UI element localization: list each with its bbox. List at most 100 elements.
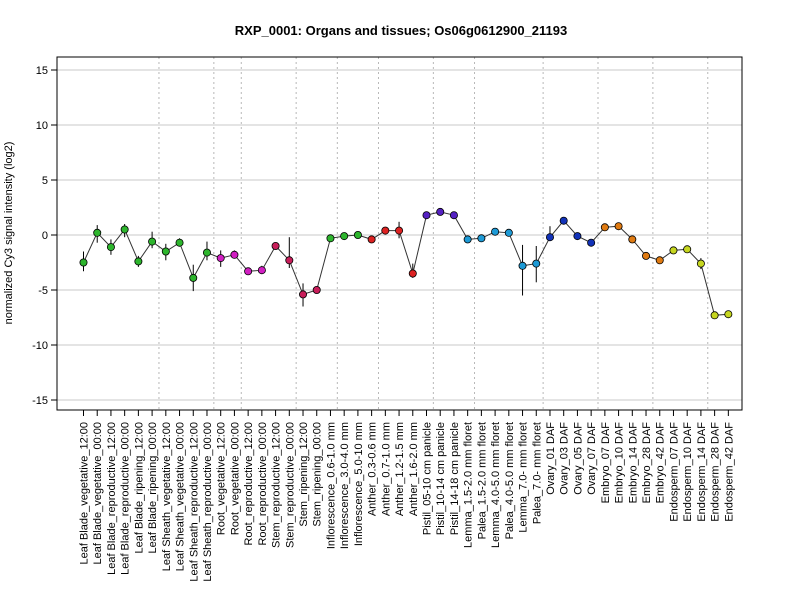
x-tick-label: Endosperm_42 DAF (723, 422, 735, 522)
x-tick-label: Stem_reproductive_00:00 (284, 422, 296, 548)
x-tick-label: Palea_7.0- mm floret (531, 422, 543, 524)
y-tick-label: -5 (38, 285, 48, 297)
data-point (449, 211, 458, 220)
x-tick-label: Endosperm_28 DAF (710, 422, 722, 522)
data-point (106, 243, 115, 252)
y-tick-label: 0 (42, 230, 48, 242)
y-tick-label: 5 (42, 175, 48, 187)
series-line (83, 211, 729, 316)
x-tick-label: Lemma_1.5-2.0 mm floret (463, 422, 475, 548)
x-tick-label: Embryo_10 DAF (614, 422, 626, 504)
y-tick-label: -15 (32, 395, 48, 407)
data-point (477, 234, 486, 243)
data-point (134, 257, 143, 266)
data-point (79, 258, 88, 267)
x-tick-label: Endosperm_10 DAF (682, 422, 694, 522)
y-tick-label: 10 (36, 120, 48, 132)
data-point (518, 261, 527, 270)
x-tick-label: Stem_reproductive_12:00 (271, 422, 283, 548)
x-tick-label: Embryo_28 DAF (641, 422, 653, 504)
x-tick-label: Pistil_10-14 cm panicle (435, 422, 447, 535)
data-point (326, 234, 335, 243)
data-point (504, 228, 513, 237)
x-tick-label: Embryo_07 DAF (600, 422, 612, 504)
data-point (175, 238, 184, 247)
x-tick-label: Anther_1.6-2.0 mm (408, 422, 420, 516)
x-tick-label: Embryo_14 DAF (627, 422, 639, 504)
data-point (120, 225, 129, 234)
x-tick-label: Root_vegetative_12:00 (216, 422, 228, 535)
x-tick-label: Pistil_14-18 cm panicle (449, 422, 461, 535)
x-tick-label: Stem_ripening_12:00 (298, 422, 310, 527)
grid-layer (57, 57, 742, 410)
chart-title: RXP_0001: Organs and tissues; Os06g06129… (235, 23, 567, 38)
x-tick-label: Stem_ripening_00:00 (312, 422, 324, 527)
x-tick-label: Ovary_01 DAF (545, 422, 557, 495)
data-point (408, 269, 417, 278)
data-point (148, 237, 157, 246)
x-tick-label: Leaf Blade_reproductive_12:00 (106, 422, 118, 575)
x-tick-label: Leaf Blade_ripening_00:00 (147, 422, 159, 554)
x-tick-label: Leaf Sheath_reproductive_00:00 (202, 422, 214, 582)
data-point (532, 259, 541, 268)
data-point (230, 250, 239, 259)
data-point (271, 241, 280, 250)
x-tick-label: Ovary_03 DAF (559, 422, 571, 495)
points-layer (79, 207, 733, 320)
error-bars-layer (83, 209, 729, 318)
x-tick-label: Lemma_7.0- mm floret (518, 422, 530, 533)
data-point (244, 267, 253, 276)
data-point (491, 227, 500, 236)
data-point (463, 235, 472, 244)
x-tick-label: Endosperm_14 DAF (696, 422, 708, 522)
data-point (724, 310, 733, 319)
data-point (628, 235, 637, 244)
data-point (395, 226, 404, 235)
x-tick-label: Leaf Blade_vegetative_12:00 (79, 422, 91, 565)
data-point (422, 211, 431, 220)
x-tick-label: Leaf Blade_vegetative_00:00 (92, 422, 104, 565)
data-point (216, 254, 225, 263)
data-point (340, 232, 349, 241)
x-axis: Leaf Blade_vegetative_12:00 Leaf Blade_ve… (79, 410, 735, 582)
x-tick-label: Leaf Sheath_vegetative_12:00 (161, 422, 173, 571)
y-axis-label: normalized Cy3 signal intensity (log2) (3, 142, 15, 325)
x-tick-label: Leaf Blade_reproductive_00:00 (120, 422, 132, 575)
x-tick-label: Anther_0.7-1.0 mm (380, 422, 392, 516)
x-tick-label: Leaf Sheath_vegetative_00:00 (175, 422, 187, 571)
x-tick-label: Anther_1.2-1.5 mm (394, 422, 406, 516)
x-tick-label: Root_reproductive_00:00 (257, 422, 269, 546)
series-line-layer (83, 211, 729, 316)
data-point (655, 256, 664, 265)
x-tick-label: Leaf Blade_ripening_12:00 (133, 422, 145, 554)
y-tick-label: -10 (32, 340, 48, 352)
data-point (312, 285, 321, 294)
data-point (381, 226, 390, 235)
x-tick-label: Inflorescence_3.0-4.0 mm (339, 422, 351, 549)
x-tick-label: Palea_4.0-5.0 mm floret (504, 422, 516, 539)
y-tick-label: 15 (36, 65, 48, 77)
x-tick-label: Lemma_4.0-5.0 mm floret (490, 422, 502, 548)
x-tick-label: Endosperm_07 DAF (668, 422, 680, 522)
data-point (545, 233, 554, 242)
data-point (710, 311, 719, 320)
x-tick-label: Pistil_05-10 cm panicle (422, 422, 434, 535)
x-tick-label: Ovary_05 DAF (572, 422, 584, 495)
data-point (367, 235, 376, 244)
data-point (202, 248, 211, 257)
data-point (257, 266, 266, 275)
data-point (189, 273, 198, 282)
data-point (696, 259, 705, 268)
data-point (614, 222, 623, 231)
data-point (299, 290, 308, 299)
data-point (161, 247, 170, 256)
data-point (285, 256, 294, 265)
data-point (93, 228, 102, 237)
x-tick-label: Inflorescence_0.6-1.0 mm (325, 422, 337, 549)
data-point (642, 251, 651, 260)
data-point (353, 230, 362, 239)
x-tick-label: Leaf Sheath_reproductive_12:00 (188, 422, 200, 582)
data-point (683, 245, 692, 254)
x-tick-label: Embryo_42 DAF (655, 422, 667, 504)
